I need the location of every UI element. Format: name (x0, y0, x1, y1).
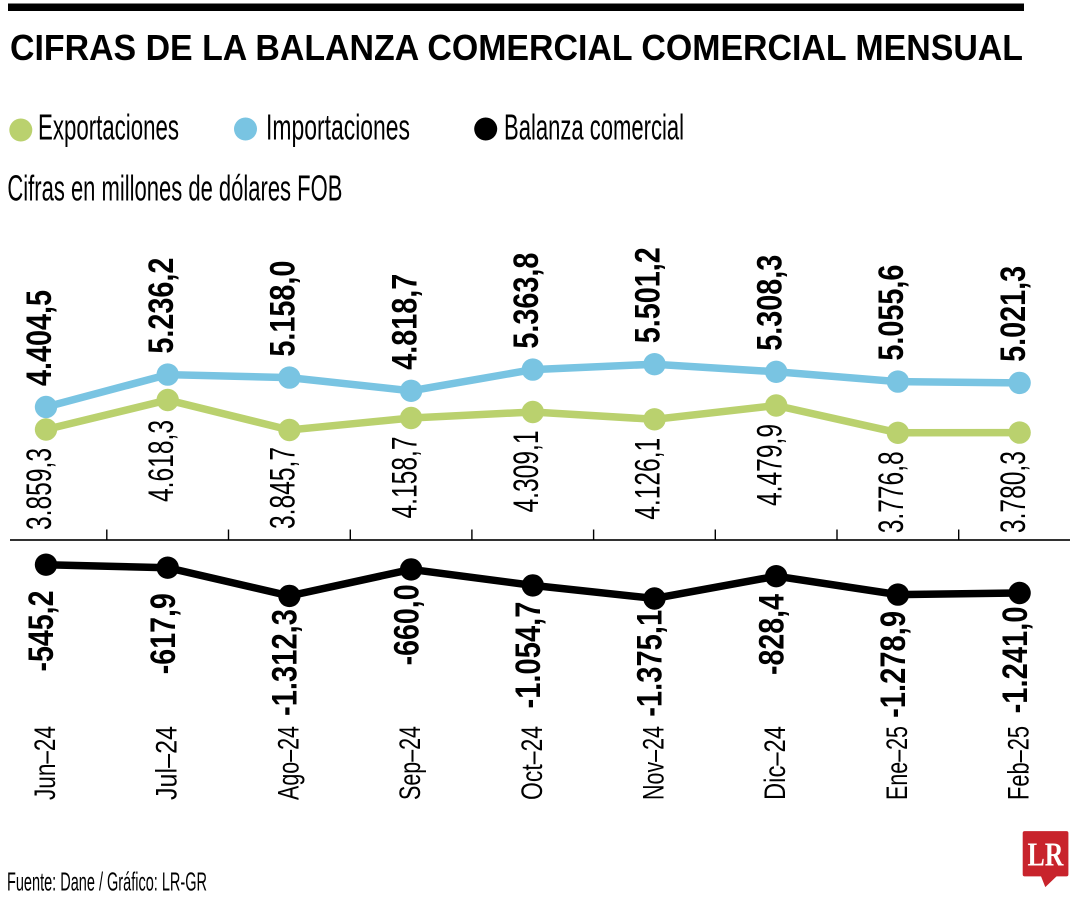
svg-text:CIFRAS DE LA BALANZA COMERCIAL: CIFRAS DE LA BALANZA COMERCIAL COMERCIAL… (10, 27, 1023, 68)
svg-text:Importaciones: Importaciones (266, 107, 410, 148)
svg-text:3.780,3: 3.780,3 (994, 451, 1033, 533)
svg-text:-828,4: -828,4 (752, 594, 791, 675)
svg-text:5.021,3: 5.021,3 (994, 266, 1033, 362)
svg-text:5.236,2: 5.236,2 (142, 258, 181, 354)
svg-text:Balanza comercial: Balanza comercial (504, 107, 684, 148)
svg-text:Dic–24: Dic–24 (759, 726, 792, 800)
svg-text:Jul–24: Jul–24 (151, 726, 184, 800)
svg-text:Cifras en millones de dólares: Cifras en millones de dólares FOB (7, 168, 342, 209)
svg-text:-1.312,3: -1.312,3 (266, 609, 305, 716)
svg-text:-1.278,9: -1.278,9 (874, 611, 913, 718)
svg-text:-545,2: -545,2 (22, 591, 61, 672)
svg-text:LR: LR (1028, 837, 1064, 874)
svg-text:-617,9: -617,9 (144, 593, 183, 674)
svg-text:Sep–24: Sep–24 (394, 726, 427, 800)
svg-text:4.404,5: 4.404,5 (20, 290, 59, 386)
svg-text:4.479,9: 4.479,9 (750, 424, 789, 506)
svg-text:Jun–24: Jun–24 (29, 726, 62, 800)
svg-text:5.308,3: 5.308,3 (750, 255, 789, 351)
svg-text:5.501,2: 5.501,2 (629, 247, 668, 343)
svg-text:4.158,7: 4.158,7 (385, 437, 424, 519)
svg-text:5.158,0: 5.158,0 (264, 261, 303, 357)
svg-text:Nov–24: Nov–24 (638, 726, 671, 800)
svg-text:Ene–25: Ene–25 (881, 726, 914, 800)
svg-text:4.818,7: 4.818,7 (385, 274, 424, 370)
svg-text:3.859,3: 3.859,3 (20, 448, 59, 530)
svg-text:5.363,8: 5.363,8 (507, 253, 546, 349)
svg-text:4.618,3: 4.618,3 (142, 420, 181, 502)
svg-text:3.776,8: 3.776,8 (872, 451, 911, 533)
svg-text:4.309,1: 4.309,1 (507, 431, 546, 513)
svg-text:Oct–24: Oct–24 (516, 726, 549, 800)
svg-text:-1.054,7: -1.054,7 (509, 602, 548, 709)
svg-text:5.055,6: 5.055,6 (872, 265, 911, 361)
svg-text:-660,0: -660,0 (387, 584, 426, 665)
svg-text:-1.375,1: -1.375,1 (631, 610, 670, 717)
svg-text:-1.241,0: -1.241,0 (996, 606, 1035, 713)
svg-text:Fuente: Dane / Gráfico: LR-GR: Fuente: Dane / Gráfico: LR-GR (7, 867, 207, 897)
svg-text:4.126,1: 4.126,1 (629, 438, 668, 520)
svg-text:Ago–24: Ago–24 (272, 726, 305, 800)
svg-text:Exportaciones: Exportaciones (38, 107, 179, 148)
svg-text:3.845,7: 3.845,7 (264, 447, 303, 529)
svg-text:Feb–25: Feb–25 (1003, 726, 1036, 800)
